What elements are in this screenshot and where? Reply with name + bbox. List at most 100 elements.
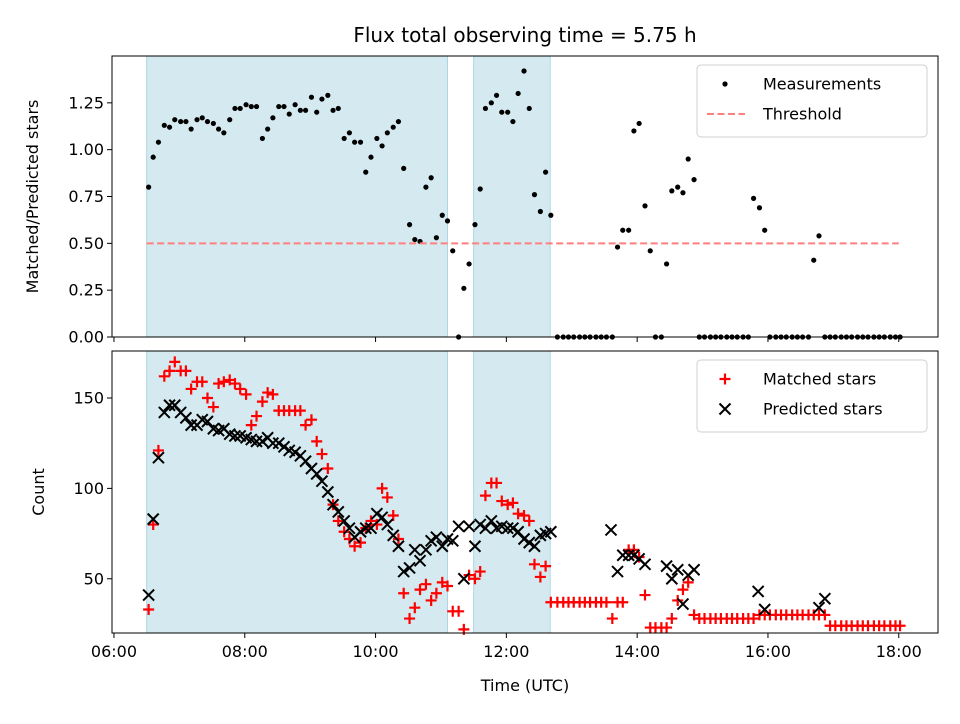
matched-star-point xyxy=(180,365,192,377)
predicted-star-point xyxy=(370,507,384,520)
measurement-point xyxy=(286,111,292,117)
measurement-point xyxy=(548,212,554,218)
predicted-star-point xyxy=(337,514,351,528)
predicted-star-point xyxy=(184,418,198,432)
measurement-point xyxy=(620,227,626,233)
matched-star-point xyxy=(819,609,831,621)
matched-star-point xyxy=(453,605,465,617)
measurement-point xyxy=(505,109,511,115)
predicted-star-point xyxy=(517,532,531,546)
predicted-star-point xyxy=(277,440,291,454)
measurement-point xyxy=(450,248,456,254)
predicted-star-point xyxy=(457,572,471,585)
measurement-point xyxy=(281,103,287,110)
measurement-point xyxy=(433,235,439,241)
legend-box xyxy=(696,359,928,433)
observing-interval-0 xyxy=(146,351,448,633)
measurement-point xyxy=(685,156,691,162)
measurement-point xyxy=(216,126,222,132)
x-axis-label: Time (UTC) xyxy=(480,676,569,695)
legend-swatch xyxy=(719,373,731,385)
predicted-star-point xyxy=(424,534,438,548)
measurement-point xyxy=(531,192,538,198)
predicted-star-point xyxy=(381,518,394,531)
measurement-point xyxy=(319,96,325,102)
predicted-star-point xyxy=(452,520,465,533)
matched-star-point xyxy=(262,387,274,399)
measurement-point xyxy=(379,143,385,149)
matched-star-point xyxy=(311,435,323,447)
measurement-point xyxy=(368,154,374,160)
measurement-point xyxy=(439,212,445,218)
measurement-point xyxy=(237,105,243,112)
matched-star-point xyxy=(600,596,612,608)
predicted-star-point xyxy=(506,521,520,535)
predicted-star-point xyxy=(616,549,629,562)
matched-star-point xyxy=(338,526,350,538)
predicted-star-point xyxy=(343,521,356,535)
measurement-point xyxy=(406,222,413,228)
measurement-point xyxy=(423,184,429,190)
x-tick-label: 10:00 xyxy=(353,642,399,661)
predicted-star-point xyxy=(142,588,155,602)
measurement-point xyxy=(811,257,817,263)
matched-star-point xyxy=(420,578,432,590)
matched-star-point xyxy=(240,388,252,400)
y-tick-label: 0.25 xyxy=(68,281,104,300)
predicted-star-point xyxy=(751,585,765,598)
measurement-point xyxy=(341,135,347,142)
x-tick-label: 14:00 xyxy=(614,642,660,661)
count-panel-frame xyxy=(111,350,939,634)
matched-star-point xyxy=(294,405,306,417)
matched-star-point xyxy=(185,383,197,395)
measurement-point xyxy=(461,285,467,291)
measurement-point xyxy=(232,105,238,112)
predicted-star-point xyxy=(321,485,335,499)
matched-star-point xyxy=(534,571,546,583)
count-panel: 06:00 08:00 10:00 12:00 14:00 16:00 18:00 50 10… xyxy=(29,350,939,661)
measurement-point xyxy=(155,139,162,145)
measurement-point xyxy=(669,188,675,194)
predicted-star-point xyxy=(446,534,459,548)
predicted-star-point xyxy=(622,549,635,562)
measurement-point xyxy=(194,117,200,123)
measurement-point xyxy=(521,68,527,74)
matched-star-point xyxy=(245,419,257,431)
measurement-point xyxy=(614,244,621,250)
predicted-star-point xyxy=(179,411,193,425)
measurement-point xyxy=(178,118,184,125)
measurement-point xyxy=(482,105,489,112)
measurement-point xyxy=(510,118,516,125)
matched-star-point xyxy=(404,613,416,625)
measurement-point xyxy=(493,92,500,98)
predicted-star-point xyxy=(397,565,410,578)
predicted-star-point xyxy=(671,563,684,576)
predicted-star-point xyxy=(523,536,536,549)
matched-star-point xyxy=(218,376,230,388)
chart-title: Flux total observing time = 5.75 h xyxy=(353,23,696,47)
measurement-point xyxy=(515,90,521,97)
measurement-point xyxy=(161,122,167,128)
predicted-star-point xyxy=(272,436,285,450)
matched-star-point xyxy=(376,482,388,494)
measurement-point xyxy=(762,227,768,233)
predicted-star-point xyxy=(611,565,624,578)
matched-star-point xyxy=(196,376,208,388)
measurement-point xyxy=(477,186,483,192)
y-tick-label: 0.50 xyxy=(68,234,104,253)
measurement-point xyxy=(428,175,434,181)
predicted-star-point xyxy=(266,436,280,450)
measurement-point xyxy=(199,115,205,121)
measurement-point xyxy=(325,92,331,98)
measurement-point xyxy=(292,102,298,108)
matched-star-point xyxy=(381,491,393,503)
x-tick-label: 18:00 xyxy=(876,642,922,661)
matched-star-point xyxy=(234,383,246,395)
matched-star-point xyxy=(463,569,475,581)
matched-star-point xyxy=(661,622,673,634)
matched-star-point xyxy=(267,388,279,400)
matched-star-point xyxy=(518,510,530,521)
measurement-point xyxy=(276,103,282,110)
measurement-point xyxy=(352,139,358,145)
